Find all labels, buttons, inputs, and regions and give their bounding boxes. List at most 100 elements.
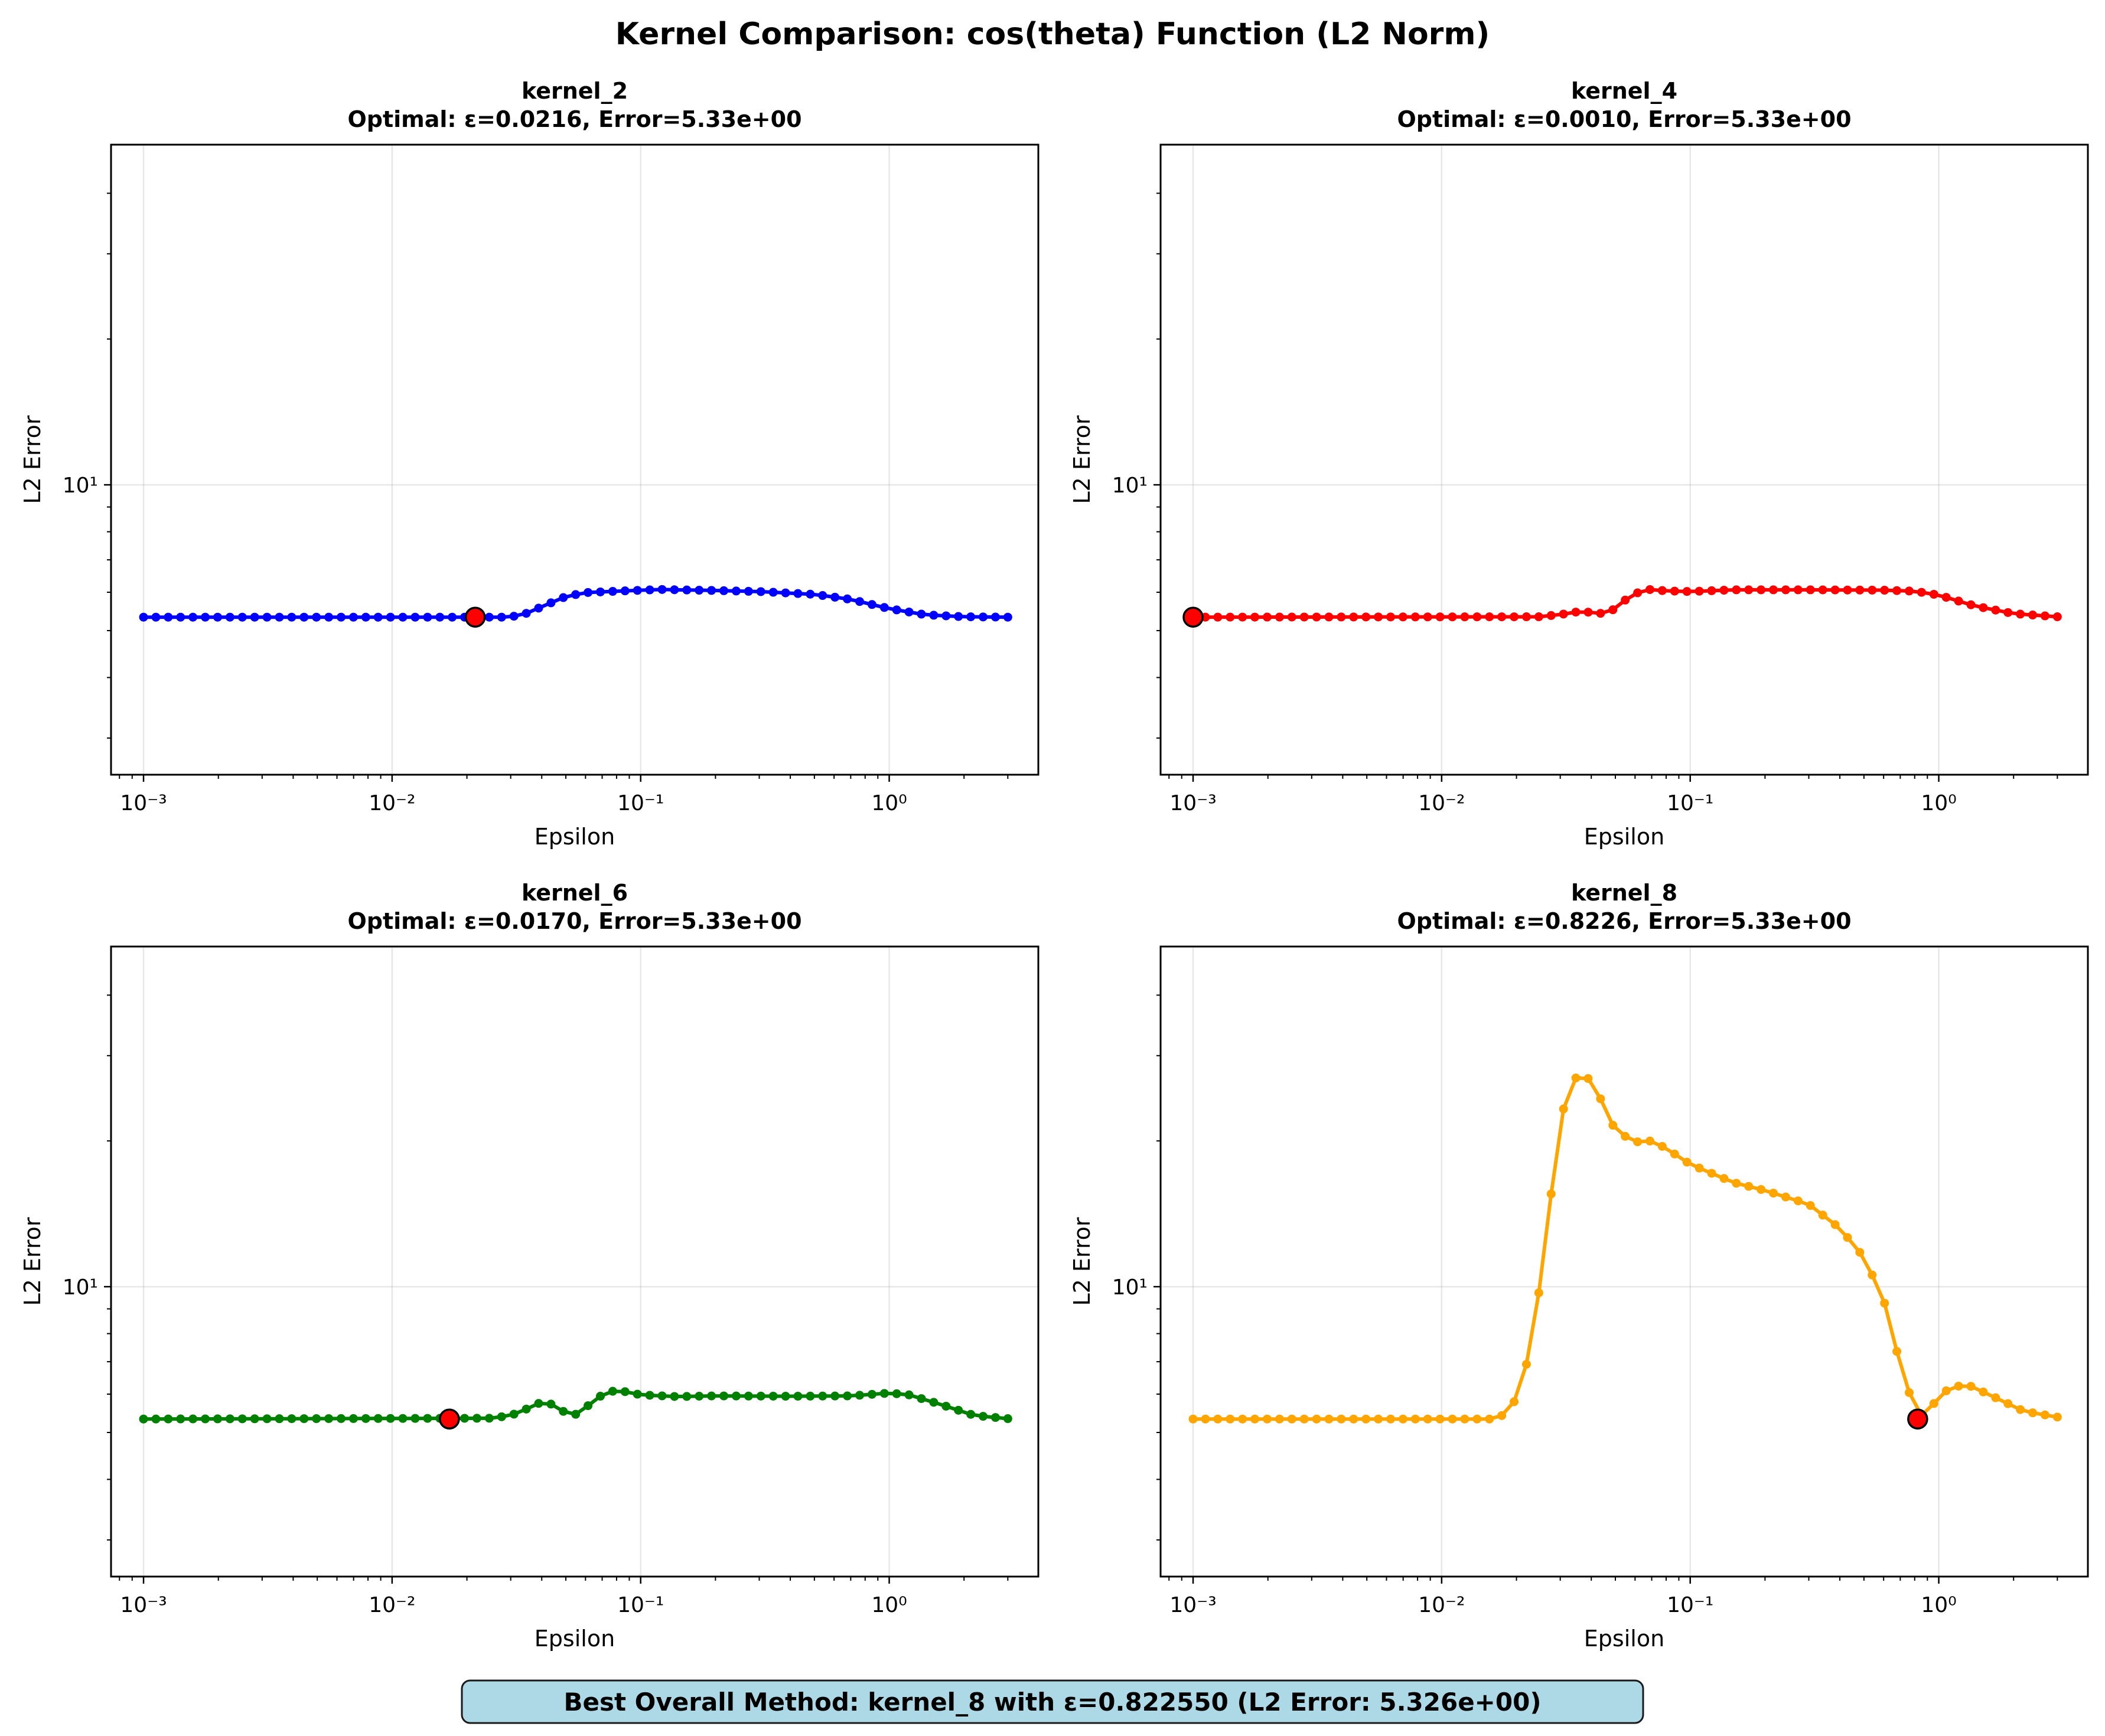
data-point (213, 1414, 222, 1424)
x-tick-label: 10⁻² (1418, 1593, 1465, 1617)
data-point (818, 591, 827, 601)
x-tick-label: 10⁰ (1921, 1593, 1956, 1617)
data-point (620, 586, 630, 596)
data-point (1830, 585, 1840, 595)
data-point (348, 612, 358, 622)
data-point (1645, 585, 1654, 594)
data-point (1583, 1074, 1593, 1084)
data-point (756, 1391, 765, 1401)
data-point (954, 612, 963, 621)
data-point (213, 612, 222, 622)
data-point (1287, 612, 1296, 622)
data-point (1880, 586, 1889, 595)
data-point (595, 1392, 605, 1401)
data-point (929, 1398, 939, 1407)
data-point (830, 592, 840, 602)
data-point (1534, 612, 1543, 622)
data-point (1670, 586, 1679, 596)
data-point (423, 612, 432, 622)
y-axis-label: L2 Error (1069, 415, 1095, 504)
data-point (509, 1409, 519, 1419)
data-point (1559, 609, 1568, 619)
data-point (250, 612, 259, 622)
y-axis-label: L2 Error (19, 415, 45, 504)
data-point (151, 612, 161, 622)
data-point (1719, 1174, 1729, 1183)
data-point (719, 1391, 729, 1401)
data-point (633, 1389, 642, 1399)
subplot-subtitle: Optimal: ε=0.0170, Error=5.33e+00 (347, 908, 801, 934)
data-point (645, 1391, 654, 1400)
data-point (337, 1414, 346, 1423)
data-point (2016, 609, 2025, 619)
data-point (1410, 612, 1420, 622)
data-point (1361, 1414, 1371, 1424)
data-point (1608, 1121, 1618, 1130)
data-point (1299, 612, 1309, 622)
data-point (1374, 1414, 1383, 1424)
data-point (966, 612, 976, 622)
data-point (534, 603, 543, 613)
data-point (892, 605, 901, 615)
x-tick-label: 10⁻¹ (1667, 791, 1713, 815)
data-point (1744, 1182, 1754, 1191)
data-point (386, 1414, 395, 1423)
data-point (1275, 612, 1284, 622)
data-point (1757, 1184, 1766, 1194)
data-point (1374, 612, 1383, 622)
data-point (1559, 1104, 1568, 1114)
data-point (1892, 1347, 1902, 1356)
data-point (707, 1391, 716, 1401)
data-point (312, 1414, 321, 1424)
data-point (448, 612, 457, 622)
data-point (633, 586, 642, 595)
data-point (1966, 1382, 1976, 1391)
data-point (176, 1414, 185, 1424)
data-point (188, 1414, 198, 1424)
data-point (1744, 585, 1754, 595)
data-point (756, 587, 765, 596)
data-point (954, 1405, 963, 1415)
data-point (1818, 585, 1827, 595)
data-point (867, 1389, 876, 1399)
axes-frame (110, 945, 1040, 1578)
x-tick-label: 10⁻¹ (1667, 1593, 1713, 1617)
data-point (237, 1414, 247, 1424)
optimum-marker (1182, 606, 1204, 628)
data-point (1497, 1411, 1507, 1420)
data-point (1386, 612, 1396, 622)
data-point (1262, 1414, 1272, 1424)
data-point (522, 1404, 531, 1414)
data-point (793, 1392, 803, 1401)
data-point (410, 612, 420, 622)
data-point (904, 607, 914, 616)
data-point (657, 1391, 667, 1401)
x-tick-label: 10⁻³ (1169, 1593, 1216, 1617)
x-tick-label: 10⁻¹ (617, 791, 664, 815)
optimum-marker (464, 606, 486, 628)
data-point (398, 1414, 408, 1423)
data-point (423, 1414, 432, 1423)
data-point (917, 1394, 926, 1404)
x-tick-label: 10⁰ (871, 1593, 907, 1617)
data-point (139, 1414, 148, 1424)
data-point (1287, 1414, 1296, 1424)
data-point (1262, 612, 1272, 622)
data-point (2016, 1405, 2025, 1414)
data-point (1682, 1157, 1692, 1167)
data-point (1621, 1131, 1630, 1141)
data-point (1510, 612, 1519, 622)
data-point (781, 588, 790, 598)
data-point (571, 1409, 581, 1419)
data-point (744, 586, 753, 596)
data-point (2028, 611, 2038, 620)
data-point (830, 1391, 840, 1401)
data-point (1966, 600, 1976, 609)
data-point (361, 1414, 370, 1423)
data-point (225, 612, 234, 622)
data-point (571, 590, 581, 599)
